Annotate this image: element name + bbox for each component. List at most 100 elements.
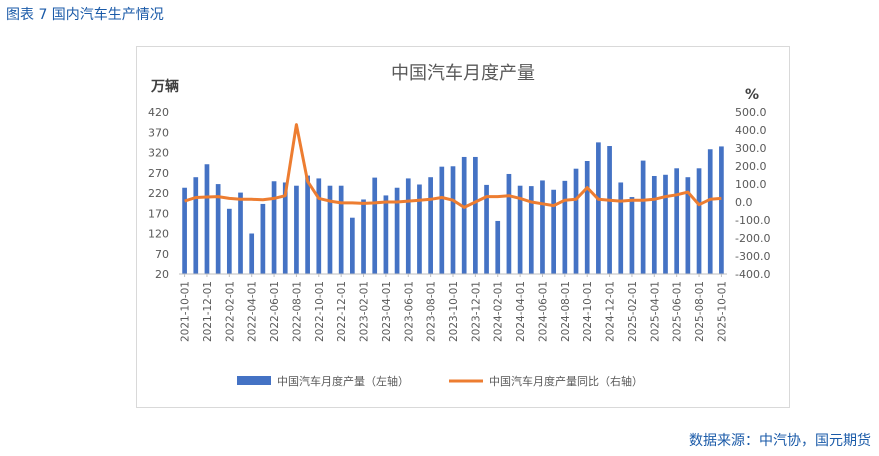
bar xyxy=(226,208,232,274)
x-tick-label: 2025-04-01 xyxy=(649,281,661,342)
x-tick-label: 2023-06-01 xyxy=(403,281,415,342)
bar xyxy=(428,177,433,274)
x-tick-label: 2025-02-01 xyxy=(627,281,639,342)
legend-label-bar: 中国汽车月度产量（左轴） xyxy=(277,374,409,388)
legend-label-line: 中国汽车月度产量同比（右轴） xyxy=(489,374,643,388)
bar xyxy=(327,185,333,274)
right-tick-label: 500.0 xyxy=(735,106,767,119)
source-note: 数据来源：中汽协，国元期货 xyxy=(689,433,871,449)
right-tick-label: -100.0 xyxy=(735,214,770,227)
right-tick-label: 300.0 xyxy=(735,142,767,155)
bar xyxy=(372,177,378,274)
bar xyxy=(282,182,288,274)
x-tick-label: 2024-04-01 xyxy=(515,281,527,342)
bar xyxy=(607,146,612,274)
line-series xyxy=(184,123,722,209)
legend-swatch-bar xyxy=(237,376,271,385)
right-axis-ticks: 500.0 400.0 300.0 200.0 100.0 0.0 -100.0 -200.0… xyxy=(735,106,770,281)
bar xyxy=(674,168,680,274)
left-tick-label: 120 xyxy=(148,228,169,241)
bar xyxy=(215,184,221,274)
bar xyxy=(719,146,724,274)
bar xyxy=(584,161,590,274)
x-tick-label: 2023-12-01 xyxy=(470,281,482,342)
bar xyxy=(316,178,322,274)
left-tick-label: 170 xyxy=(148,207,169,220)
bar xyxy=(405,178,411,274)
x-axis-ticks: 2021-10-01 2021-12-01 2022-02-01 2022-04-01… xyxy=(180,274,728,342)
right-tick-label: -300.0 xyxy=(735,250,770,263)
right-tick-label: 0.0 xyxy=(735,196,753,209)
bar xyxy=(629,197,635,274)
bar xyxy=(204,164,210,274)
x-tick-label: 2022-10-01 xyxy=(314,281,326,342)
bar xyxy=(394,187,400,274)
bar xyxy=(551,189,557,274)
bar xyxy=(651,175,657,274)
x-tick-label: 2022-04-01 xyxy=(247,281,259,342)
bar xyxy=(294,185,299,274)
chart-title: 中国汽车月度产量 xyxy=(391,63,535,84)
x-tick-label: 2024-06-01 xyxy=(538,281,550,342)
x-tick-label: 2025-06-01 xyxy=(672,281,684,342)
left-tick-label: 70 xyxy=(155,248,169,261)
legend: 中国汽车月度产量（左轴） 中国汽车月度产量同比（右轴） xyxy=(237,374,643,388)
left-axis-ticks: 20 70 120 170 220 270 320 370 420 xyxy=(148,106,169,281)
bar xyxy=(596,142,601,274)
x-tick-label: 2023-04-01 xyxy=(381,281,393,342)
x-tick-label: 2025-10-01 xyxy=(716,281,728,342)
bar xyxy=(450,166,456,274)
bar xyxy=(517,185,523,274)
right-tick-label: 100.0 xyxy=(735,178,767,191)
left-tick-label: 420 xyxy=(148,106,169,119)
bar xyxy=(417,184,422,274)
x-tick-label: 2025-08-01 xyxy=(694,281,706,342)
bar xyxy=(573,168,579,274)
bar xyxy=(540,180,545,274)
right-tick-label: -400.0 xyxy=(735,268,770,281)
left-tick-label: 20 xyxy=(155,268,169,281)
bar xyxy=(495,220,501,274)
bar xyxy=(506,173,512,274)
bar xyxy=(562,180,568,274)
x-tick-label: 2023-10-01 xyxy=(448,281,460,342)
x-tick-label: 2024-02-01 xyxy=(493,281,505,342)
bar xyxy=(271,181,277,274)
right-tick-label: 200.0 xyxy=(735,160,767,173)
bar xyxy=(249,233,255,274)
left-tick-label: 220 xyxy=(148,187,169,200)
bar xyxy=(338,185,344,274)
x-tick-label: 2024-12-01 xyxy=(605,281,617,342)
bar xyxy=(640,160,646,274)
bar xyxy=(685,177,691,274)
right-axis-unit: % xyxy=(745,87,759,103)
right-tick-label: 400.0 xyxy=(735,124,767,137)
bar xyxy=(193,177,199,274)
chart-container: 中国汽车月度产量 万辆 % 20 70 120 170 220 270 320 370 420 … xyxy=(136,46,790,408)
bar xyxy=(260,203,266,274)
bar xyxy=(663,174,668,274)
x-tick-label: 2023-08-01 xyxy=(426,281,438,342)
bar xyxy=(461,156,467,274)
bar xyxy=(349,217,355,274)
bar xyxy=(182,187,187,274)
x-tick-label: 2022-02-01 xyxy=(224,281,236,342)
x-tick-label: 2021-12-01 xyxy=(202,281,214,342)
bar xyxy=(473,156,478,274)
bar xyxy=(484,184,489,274)
x-tick-label: 2022-08-01 xyxy=(291,281,303,342)
x-tick-label: 2024-08-01 xyxy=(560,281,572,342)
left-axis-unit: 万辆 xyxy=(150,78,179,95)
left-tick-label: 370 xyxy=(148,126,169,139)
x-tick-label: 2024-10-01 xyxy=(582,281,594,342)
right-tick-label: -200.0 xyxy=(735,232,770,245)
production-chart: 中国汽车月度产量 万辆 % 2070120170220270320370420 … xyxy=(148,63,770,388)
bar xyxy=(618,182,624,274)
bar-series xyxy=(182,142,724,274)
bar xyxy=(361,199,366,274)
bar xyxy=(707,149,713,274)
bar xyxy=(528,186,534,274)
bar xyxy=(696,168,702,274)
bar xyxy=(238,192,243,274)
left-tick-label: 270 xyxy=(148,167,169,180)
